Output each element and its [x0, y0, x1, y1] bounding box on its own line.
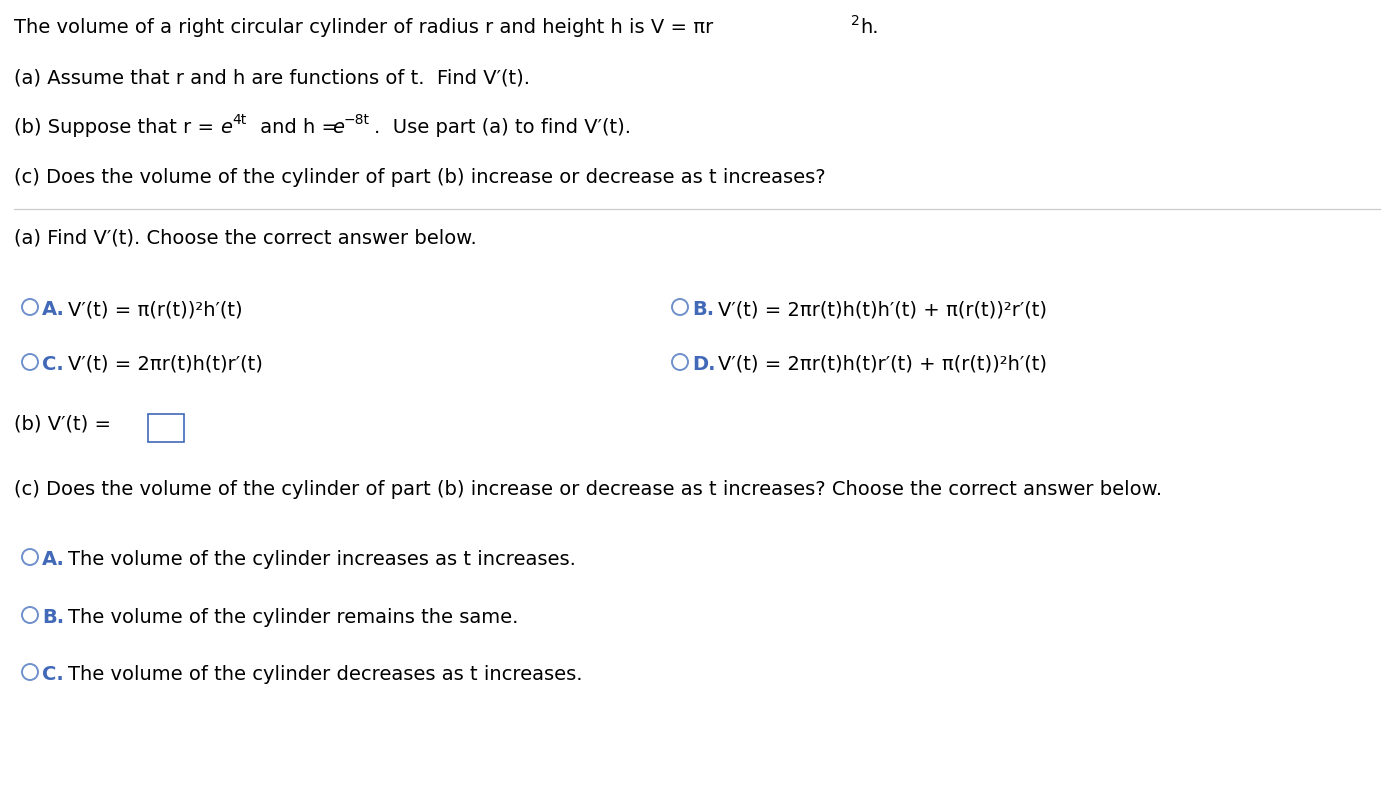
- Text: .  Use part (a) to find V′(t).: . Use part (a) to find V′(t).: [374, 118, 631, 137]
- Text: h.: h.: [860, 18, 878, 37]
- Text: The volume of a right circular cylinder of radius r and height h is V = πr: The volume of a right circular cylinder …: [14, 18, 714, 37]
- Text: e: e: [332, 118, 344, 137]
- Text: D.: D.: [691, 355, 715, 373]
- Text: (a) Assume that r and h are functions of t.  Find V′(t).: (a) Assume that r and h are functions of…: [14, 68, 530, 87]
- Text: C.: C.: [42, 664, 64, 683]
- Text: V′(t) = π(r(t))²h′(t): V′(t) = π(r(t))²h′(t): [68, 300, 243, 319]
- Text: A.: A.: [42, 300, 66, 319]
- Text: A.: A.: [42, 549, 66, 569]
- Text: B.: B.: [691, 300, 714, 319]
- Text: −8t: −8t: [344, 113, 369, 127]
- Text: (a) Find V′(t). Choose the correct answer below.: (a) Find V′(t). Choose the correct answe…: [14, 228, 477, 247]
- Text: V′(t) = 2πr(t)h(t)r′(t) + π(r(t))²h′(t): V′(t) = 2πr(t)h(t)r′(t) + π(r(t))²h′(t): [718, 355, 1047, 373]
- Text: (c) Does the volume of the cylinder of part (b) increase or decrease as t increa: (c) Does the volume of the cylinder of p…: [14, 168, 825, 187]
- Text: (c) Does the volume of the cylinder of part (b) increase or decrease as t increa: (c) Does the volume of the cylinder of p…: [14, 479, 1163, 499]
- Text: V′(t) = 2πr(t)h(t)h′(t) + π(r(t))²r′(t): V′(t) = 2πr(t)h(t)h′(t) + π(r(t))²r′(t): [718, 300, 1047, 319]
- Text: 2: 2: [850, 14, 860, 28]
- Text: and h =: and h =: [254, 118, 344, 137]
- FancyBboxPatch shape: [148, 414, 184, 442]
- Text: The volume of the cylinder increases as t increases.: The volume of the cylinder increases as …: [68, 549, 576, 569]
- Text: C.: C.: [42, 355, 64, 373]
- Text: V′(t) = 2πr(t)h(t)r′(t): V′(t) = 2πr(t)h(t)r′(t): [68, 355, 263, 373]
- Text: (b) Suppose that r =: (b) Suppose that r =: [14, 118, 220, 137]
- Text: 4t: 4t: [231, 113, 247, 127]
- Text: B.: B.: [42, 607, 64, 626]
- Text: The volume of the cylinder decreases as t increases.: The volume of the cylinder decreases as …: [68, 664, 583, 683]
- Text: (b) V′(t) =: (b) V′(t) =: [14, 414, 117, 434]
- Text: The volume of the cylinder remains the same.: The volume of the cylinder remains the s…: [68, 607, 519, 626]
- Text: e: e: [220, 118, 231, 137]
